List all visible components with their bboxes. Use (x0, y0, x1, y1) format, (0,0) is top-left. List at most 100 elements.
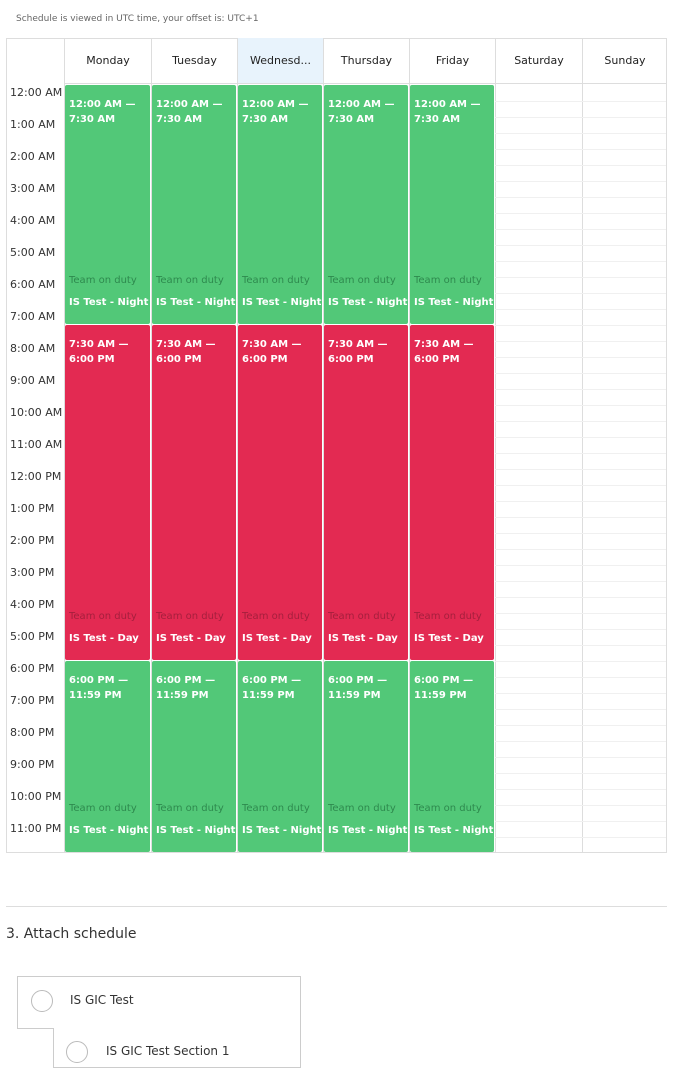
shift-label: Team on duty (156, 275, 224, 286)
shift-block[interactable]: 7:30 AM — 6:00 PM Team on duty IS Test - D… (65, 325, 150, 660)
grid-line (495, 613, 666, 614)
shift-time: 6:00 PM — 11:59 PM (414, 675, 474, 701)
grid-line (495, 565, 666, 566)
shift-label: Team on duty (69, 611, 137, 622)
hour-label: 3:00 PM (10, 566, 55, 579)
day-header[interactable]: Wednesd... (237, 38, 323, 84)
shift-block[interactable]: 7:30 AM — 6:00 PM Team on duty IS Test - D… (238, 325, 322, 660)
grid-line (495, 341, 666, 342)
shift-label: Team on duty (156, 611, 224, 622)
hour-label: 4:00 AM (10, 214, 56, 227)
grid-line (495, 277, 666, 278)
hour-label: 12:00 AM (10, 86, 63, 99)
shift-time: 6:00 PM — 11:59 PM (69, 675, 129, 701)
hour-label: 12:00 PM (10, 470, 62, 483)
hour-label: 11:00 PM (10, 822, 62, 835)
day-header[interactable]: Monday (64, 38, 151, 84)
grid-line (495, 549, 666, 550)
day-header[interactable]: Friday (409, 38, 495, 84)
shift-time: 12:00 AM — 7:30 AM (242, 99, 309, 125)
shift-block[interactable]: 7:30 AM — 6:00 PM Team on duty IS Test - D… (324, 325, 408, 660)
shift-label: Team on duty (414, 275, 482, 286)
grid-line (495, 149, 666, 150)
shift-label: Team on duty (242, 611, 310, 622)
shift-block[interactable]: 6:00 PM — 11:59 PM Team on duty IS Test - … (65, 661, 150, 852)
grid-line (495, 421, 666, 422)
grid-line (495, 533, 666, 534)
hour-label: 9:00 AM (10, 374, 56, 387)
schedule-item[interactable]: IS GIC Test Section 1 (53, 1028, 301, 1068)
shift-name: IS Test - Night (156, 825, 236, 836)
shift-time: 12:00 AM — 7:30 AM (328, 99, 395, 125)
shift-block[interactable]: 7:30 AM — 6:00 PM Team on duty IS Test - D… (152, 325, 236, 660)
grid-line (495, 581, 666, 582)
shift-label: Team on duty (328, 611, 396, 622)
shift-block[interactable]: 6:00 PM — 11:59 PM Team on duty IS Test - … (324, 661, 408, 852)
hour-label: 7:00 PM (10, 694, 55, 707)
grid-line (495, 629, 666, 630)
grid-line (495, 645, 666, 646)
grid-line (495, 485, 666, 486)
shift-label: Team on duty (414, 611, 482, 622)
shift-block[interactable]: 12:00 AM — 7:30 AM Team on duty IS Test - … (152, 85, 236, 324)
hour-label: 6:00 PM (10, 662, 55, 675)
grid-line (495, 197, 666, 198)
hour-label: 5:00 AM (10, 246, 56, 259)
shift-name: IS Test - Night (414, 297, 494, 308)
shift-block[interactable]: 12:00 AM — 7:30 AM Team on duty IS Test - … (410, 85, 494, 324)
grid-line (495, 757, 666, 758)
shift-name: IS Test - Day (242, 633, 312, 644)
grid-line (495, 261, 666, 262)
shift-time: 6:00 PM — 11:59 PM (242, 675, 302, 701)
day-header[interactable]: Thursday (323, 38, 409, 84)
grid-line (495, 309, 666, 310)
shift-block[interactable]: 12:00 AM — 7:30 AM Team on duty IS Test - … (238, 85, 322, 324)
grid-line (495, 805, 666, 806)
shift-block[interactable]: 12:00 AM — 7:30 AM Team on duty IS Test - … (324, 85, 408, 324)
grid-line (495, 165, 666, 166)
schedule-grid (6, 38, 667, 853)
shift-block[interactable]: 12:00 AM — 7:30 AM Team on duty IS Test - … (65, 85, 150, 324)
hour-label: 8:00 AM (10, 342, 56, 355)
grid-line (495, 597, 666, 598)
hour-label: 8:00 PM (10, 726, 55, 739)
shift-time: 7:30 AM — 6:00 PM (242, 339, 302, 365)
shift-block[interactable]: 7:30 AM — 6:00 PM Team on duty IS Test - D… (410, 325, 494, 660)
item-label: IS GIC Test (70, 993, 134, 1007)
day-column (64, 84, 151, 853)
grid-line (495, 453, 666, 454)
hour-label: 2:00 PM (10, 534, 55, 547)
grid-line (495, 181, 666, 182)
shift-label: Team on duty (328, 803, 396, 814)
shift-block[interactable]: 6:00 PM — 11:59 PM Team on duty IS Test - … (152, 661, 236, 852)
shift-label: Team on duty (328, 275, 396, 286)
shift-label: Team on duty (69, 803, 137, 814)
shift-block[interactable]: 6:00 PM — 11:59 PM Team on duty IS Test - … (238, 661, 322, 852)
shift-name: IS Test - Day (328, 633, 398, 644)
hour-label: 1:00 AM (10, 118, 56, 131)
shift-label: Team on duty (156, 803, 224, 814)
shift-label: Team on duty (414, 803, 482, 814)
hour-label: 10:00 AM (10, 406, 63, 419)
hour-label: 2:00 AM (10, 150, 56, 163)
day-header[interactable]: Sunday (582, 38, 667, 84)
day-column (495, 84, 582, 853)
shift-name: IS Test - Night (156, 297, 236, 308)
shift-name: IS Test - Day (69, 633, 139, 644)
grid-line (495, 245, 666, 246)
day-header[interactable]: Saturday (495, 38, 582, 84)
shift-time: 7:30 AM — 6:00 PM (414, 339, 474, 365)
radio[interactable] (66, 1041, 88, 1063)
grid-line (495, 773, 666, 774)
grid-line (495, 725, 666, 726)
schedule-item[interactable]: IS GIC Test (17, 976, 301, 1029)
grid-line (495, 101, 666, 102)
grid-line (495, 389, 666, 390)
hour-label: 1:00 PM (10, 502, 55, 515)
shift-block[interactable]: 6:00 PM — 11:59 PM Team on duty IS Test - … (410, 661, 494, 852)
hour-label: 10:00 PM (10, 790, 62, 803)
day-header[interactable]: Tuesday (151, 38, 237, 84)
day-column (582, 84, 667, 853)
radio[interactable] (31, 990, 53, 1012)
